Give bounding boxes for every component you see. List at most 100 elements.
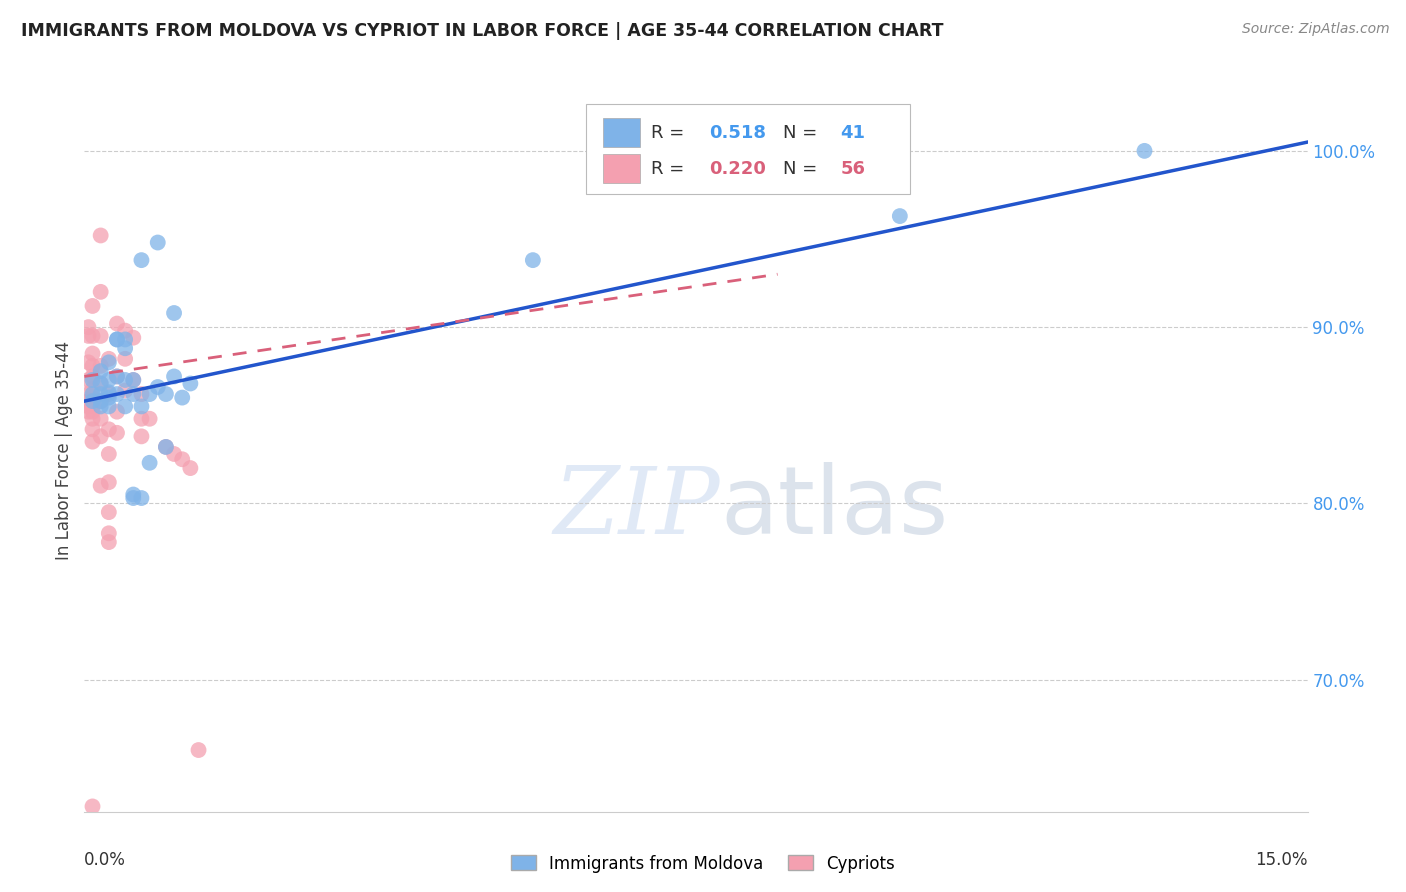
- Point: [131, 491, 153, 505]
- Point: [82, 422, 104, 436]
- Point: [77, 373, 100, 387]
- Point: [138, 387, 160, 401]
- Point: [82, 799, 104, 814]
- Point: [131, 429, 153, 443]
- Point: [155, 440, 177, 454]
- Point: [82, 329, 104, 343]
- Point: [105, 387, 128, 401]
- FancyBboxPatch shape: [603, 154, 640, 183]
- Point: [82, 369, 104, 384]
- Text: Source: ZipAtlas.com: Source: ZipAtlas.com: [1241, 22, 1389, 37]
- Point: [82, 394, 104, 409]
- Point: [122, 373, 145, 387]
- Text: 0.518: 0.518: [710, 124, 766, 142]
- Legend: Immigrants from Moldova, Cypriots: Immigrants from Moldova, Cypriots: [503, 848, 903, 880]
- Point: [97, 422, 120, 436]
- Y-axis label: In Labor Force | Age 35-44: In Labor Force | Age 35-44: [55, 341, 73, 560]
- Point: [97, 373, 120, 387]
- Point: [105, 425, 128, 440]
- Point: [90, 429, 112, 443]
- Point: [90, 387, 112, 401]
- Text: N =: N =: [783, 124, 823, 142]
- Point: [105, 317, 128, 331]
- Point: [90, 479, 112, 493]
- Text: 56: 56: [841, 160, 865, 178]
- Point: [97, 505, 120, 519]
- Point: [77, 400, 100, 414]
- Point: [82, 299, 104, 313]
- Point: [77, 387, 100, 401]
- Point: [97, 535, 120, 549]
- Point: [97, 475, 120, 490]
- Point: [889, 209, 911, 223]
- Point: [122, 487, 145, 501]
- Point: [138, 411, 160, 425]
- Point: [82, 373, 104, 387]
- Point: [114, 324, 136, 338]
- Point: [172, 391, 194, 405]
- FancyBboxPatch shape: [586, 103, 910, 194]
- Point: [77, 405, 100, 419]
- Text: 41: 41: [841, 124, 865, 142]
- Point: [97, 387, 120, 401]
- Text: R =: R =: [651, 124, 690, 142]
- Point: [131, 253, 153, 268]
- Point: [77, 320, 100, 334]
- Text: IMMIGRANTS FROM MOLDOVA VS CYPRIOT IN LABOR FORCE | AGE 35-44 CORRELATION CHART: IMMIGRANTS FROM MOLDOVA VS CYPRIOT IN LA…: [21, 22, 943, 40]
- Text: ZIP: ZIP: [554, 463, 720, 553]
- Point: [82, 434, 104, 449]
- Point: [179, 376, 201, 391]
- Point: [131, 400, 153, 414]
- Point: [114, 351, 136, 366]
- Point: [82, 411, 104, 425]
- FancyBboxPatch shape: [603, 118, 640, 147]
- Point: [82, 400, 104, 414]
- Point: [82, 359, 104, 373]
- Point: [90, 394, 112, 409]
- Point: [114, 333, 136, 347]
- Point: [97, 447, 120, 461]
- Point: [97, 355, 120, 369]
- Point: [163, 306, 186, 320]
- Point: [90, 364, 112, 378]
- Text: 0.220: 0.220: [710, 160, 766, 178]
- Point: [82, 382, 104, 396]
- Point: [97, 391, 120, 405]
- Point: [155, 440, 177, 454]
- Point: [90, 376, 112, 391]
- Point: [187, 743, 209, 757]
- Point: [179, 461, 201, 475]
- Point: [114, 373, 136, 387]
- Point: [82, 346, 104, 360]
- Point: [163, 369, 186, 384]
- Point: [97, 400, 120, 414]
- Point: [122, 331, 145, 345]
- Point: [138, 456, 160, 470]
- Text: 0.0%: 0.0%: [84, 852, 127, 870]
- Point: [105, 369, 128, 384]
- Point: [90, 228, 112, 243]
- Point: [90, 411, 112, 425]
- Point: [82, 387, 104, 401]
- Point: [131, 411, 153, 425]
- Point: [97, 526, 120, 541]
- Point: [122, 387, 145, 401]
- Point: [114, 384, 136, 398]
- Point: [114, 341, 136, 355]
- Point: [90, 400, 112, 414]
- Point: [522, 253, 544, 268]
- Point: [172, 452, 194, 467]
- Text: atlas: atlas: [720, 462, 949, 554]
- Point: [90, 394, 112, 409]
- Point: [155, 387, 177, 401]
- Text: 15.0%: 15.0%: [1256, 852, 1308, 870]
- Point: [105, 369, 128, 384]
- Text: R =: R =: [651, 160, 690, 178]
- Point: [1133, 144, 1156, 158]
- Point: [114, 400, 136, 414]
- Point: [90, 285, 112, 299]
- Point: [90, 329, 112, 343]
- Point: [105, 333, 128, 347]
- Point: [163, 447, 186, 461]
- Point: [105, 333, 128, 347]
